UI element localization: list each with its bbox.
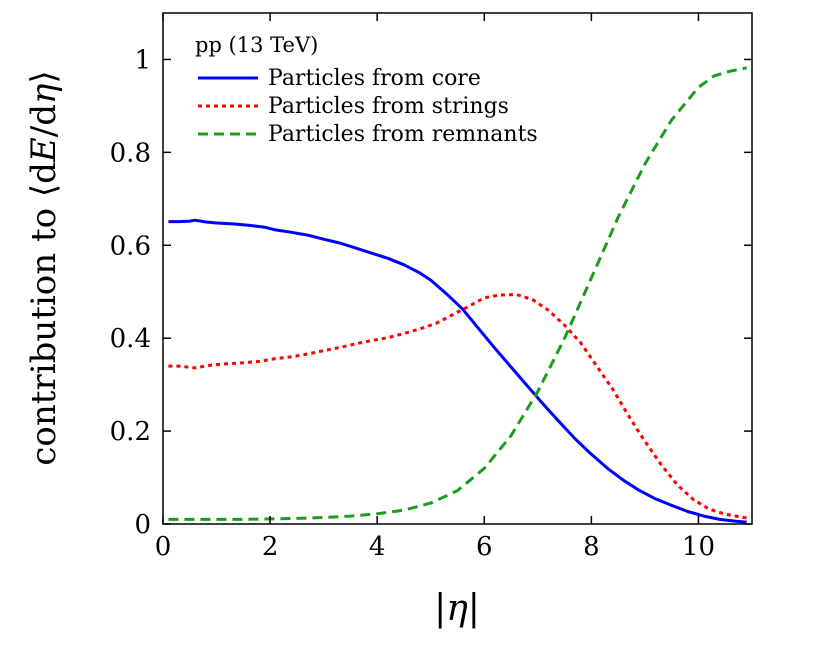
series-line-core [168, 218, 747, 524]
series-line-remnants [168, 66, 747, 521]
series-line-strings [168, 293, 747, 520]
x-axis-label: |η| [434, 588, 480, 629]
x-tick-label: 4 [369, 532, 386, 562]
y-tick-label: 0 [134, 510, 151, 540]
y-tick-label: 1 [134, 45, 151, 75]
x-tick-label: 2 [262, 532, 279, 562]
series-layer [168, 66, 747, 524]
x-tick-label: 6 [476, 532, 493, 562]
legend-label-core: Particles from core [268, 66, 481, 91]
y-axis-label: contribution to ⟨dE/dη⟩ [24, 70, 64, 465]
legend: pp (13 TeV) Particles from core Particle… [195, 33, 538, 147]
y-tick-label: 0.6 [110, 231, 151, 261]
x-tick-label: 10 [682, 532, 715, 562]
plot-frame [162, 12, 753, 525]
y-tick-label: 0.4 [110, 324, 151, 354]
legend-label-strings: Particles from strings [268, 94, 509, 119]
legend-label-remnants: Particles from remnants [268, 122, 538, 147]
legend-title: pp (13 TeV) [195, 33, 318, 57]
x-tick-label: 0 [155, 532, 172, 562]
ticks-layer: 0 2 4 6 8 10 0 0.2 0.4 0.6 0.8 1 [110, 13, 752, 562]
y-tick-label: 0.8 [110, 138, 151, 168]
y-tick-label: 0.2 [110, 417, 151, 447]
x-tick-label: 8 [583, 532, 600, 562]
